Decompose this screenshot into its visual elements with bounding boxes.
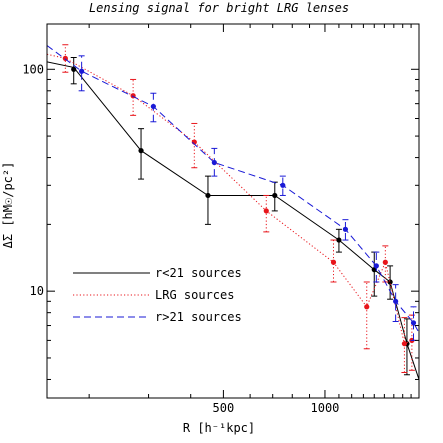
- data-point: [263, 208, 269, 214]
- legend-label: r<21 sources: [155, 266, 242, 280]
- y-tick-label: 100: [22, 62, 44, 76]
- x-tick-label: 1000: [311, 401, 340, 415]
- data-point: [364, 304, 370, 310]
- data-point: [272, 192, 278, 199]
- plot-frame: [46, 23, 420, 399]
- data-point: [373, 263, 379, 269]
- data-point: [336, 237, 342, 243]
- data-point: [150, 103, 156, 110]
- axes: 500 1000 10 100: [22, 24, 419, 415]
- data-point: [382, 259, 388, 265]
- data-point: [387, 279, 393, 285]
- data-point: [330, 259, 337, 265]
- y-axis-label: ΔΣ [hM☉/pc²]: [1, 162, 15, 249]
- series-0: [47, 57, 419, 380]
- plot-area: [47, 44, 419, 380]
- data-point: [280, 182, 286, 188]
- data-point: [211, 159, 217, 166]
- data-point: [401, 341, 408, 347]
- series-line: [47, 45, 419, 333]
- chart-title: Lensing signal for bright LRG lenses: [89, 1, 349, 15]
- data-point: [138, 148, 144, 154]
- series-line: [47, 61, 419, 380]
- data-point: [393, 298, 399, 304]
- legend-label: r>21 sources: [155, 310, 242, 324]
- data-point: [79, 68, 85, 74]
- legend: r<21 sources LRG sources r>21 sources: [73, 266, 242, 324]
- x-tick-label: 500: [213, 401, 235, 415]
- y-tick-label: 10: [30, 284, 44, 298]
- x-axis-label: R [h⁻¹kpc]: [183, 421, 255, 435]
- data-point: [205, 192, 211, 199]
- legend-label: LRG sources: [155, 288, 234, 302]
- data-point: [342, 226, 349, 232]
- data-point: [71, 66, 77, 72]
- series-2: [47, 45, 419, 341]
- data-point: [410, 320, 417, 326]
